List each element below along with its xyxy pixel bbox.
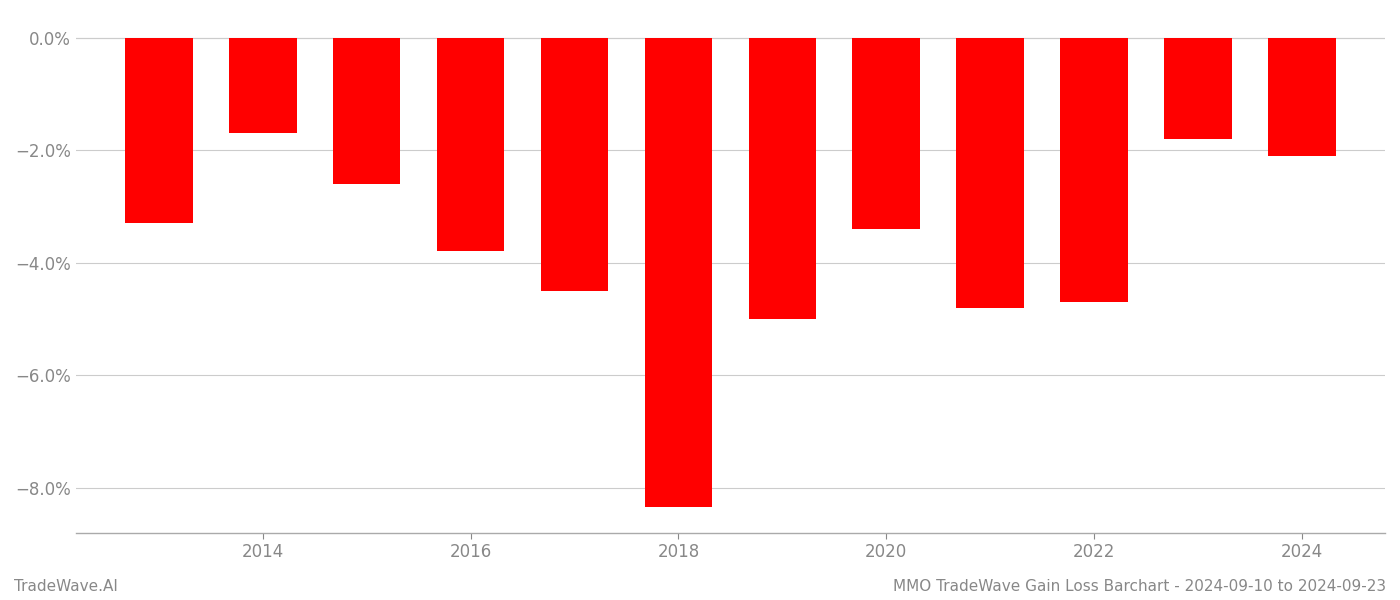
Bar — [437, 38, 504, 251]
Bar — [956, 38, 1023, 308]
Text: MMO TradeWave Gain Loss Barchart - 2024-09-10 to 2024-09-23: MMO TradeWave Gain Loss Barchart - 2024-… — [893, 579, 1386, 594]
Bar — [230, 38, 297, 133]
Text: TradeWave.AI: TradeWave.AI — [14, 579, 118, 594]
Bar — [540, 38, 608, 290]
Bar — [333, 38, 400, 184]
Bar — [644, 38, 713, 507]
Bar — [853, 38, 920, 229]
Bar — [1060, 38, 1128, 302]
Bar — [1165, 38, 1232, 139]
Bar — [125, 38, 193, 223]
Bar — [749, 38, 816, 319]
Bar — [1268, 38, 1336, 155]
